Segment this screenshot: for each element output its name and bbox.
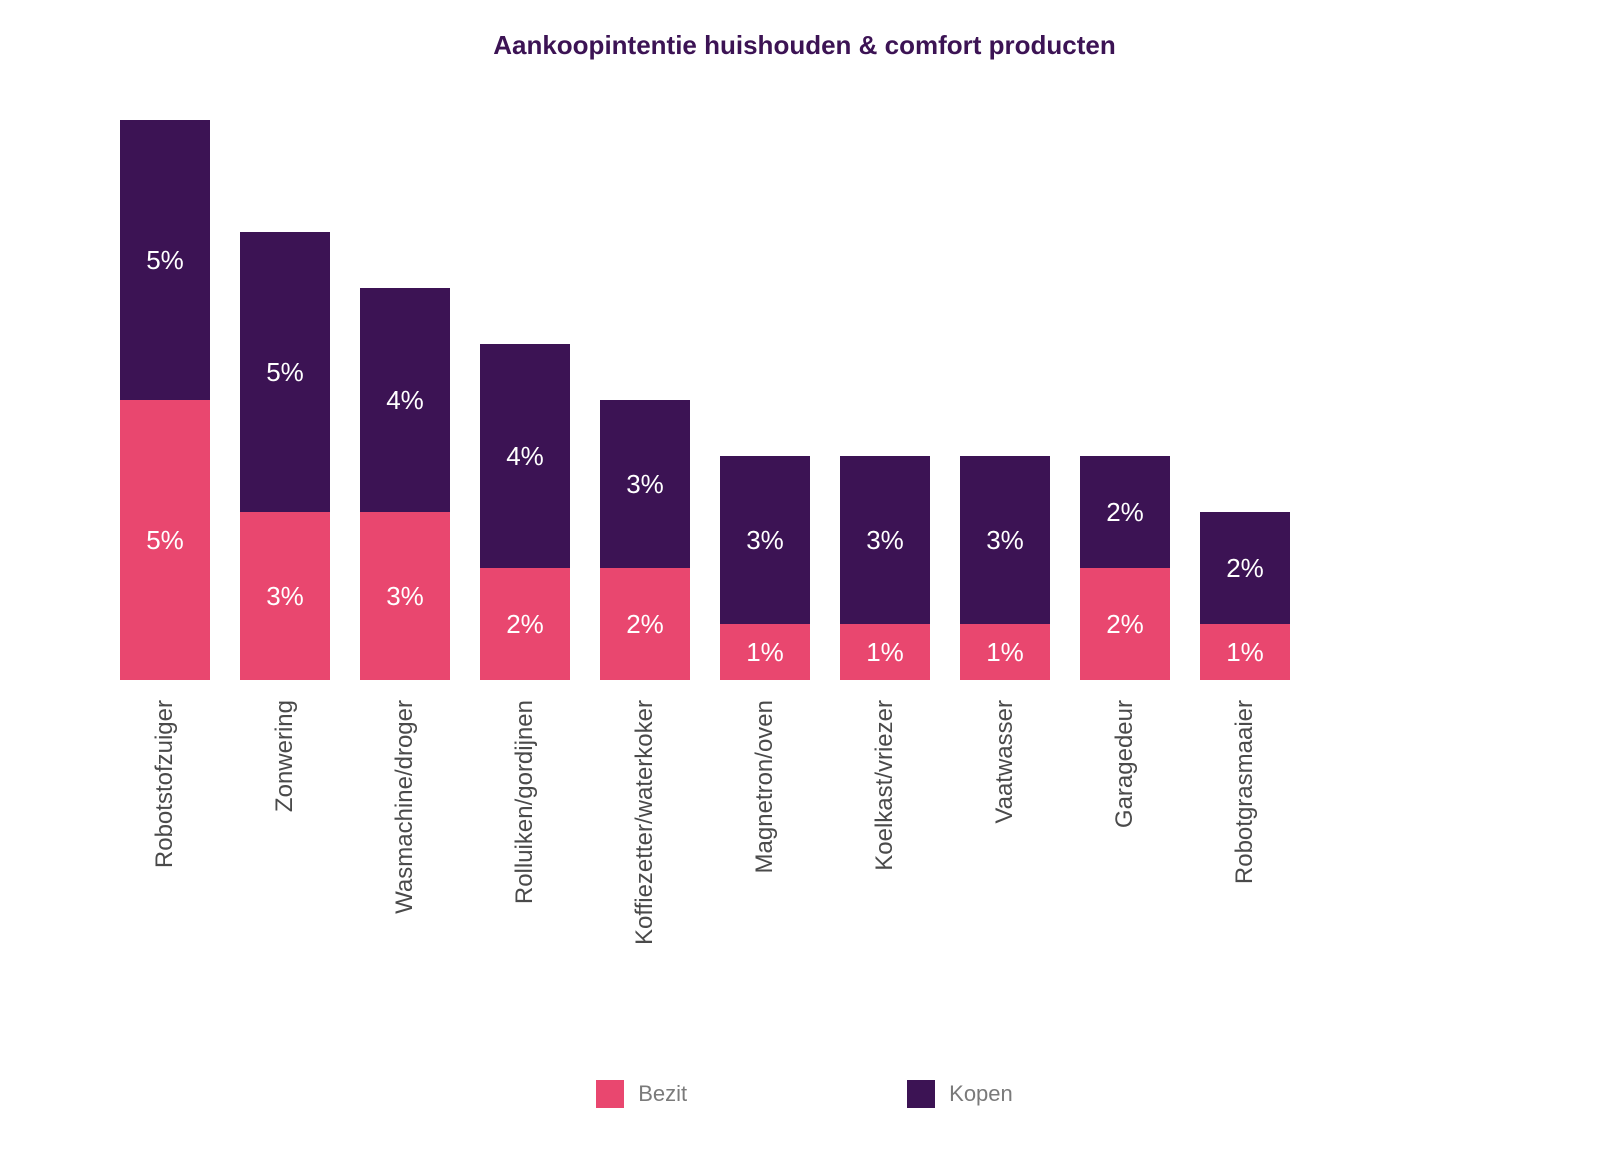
bar-segment-kopen: 3% — [960, 456, 1050, 624]
category-label-text: Garagedeur — [1111, 700, 1139, 828]
bar-segment-kopen: 3% — [600, 400, 690, 568]
bar-segment-kopen: 4% — [480, 344, 570, 568]
bar-segment-bezit: 2% — [1080, 568, 1170, 680]
bar-group: 3% 5% — [240, 232, 330, 680]
bar-group: 3% 4% — [360, 288, 450, 680]
legend-label: Kopen — [949, 1081, 1013, 1107]
bar-segment-bezit: 1% — [1200, 624, 1290, 680]
legend-swatch — [596, 1080, 624, 1108]
bar-value-label: 3% — [986, 525, 1024, 556]
bar-value-label: 3% — [746, 525, 784, 556]
category-label-text: Rolluiken/gordijnen — [511, 700, 539, 904]
legend-label: Bezit — [638, 1081, 687, 1107]
bar-group: 2% 4% — [480, 344, 570, 680]
category-label-text: Wasmachine/droger — [391, 700, 419, 914]
bar-value-label: 1% — [986, 637, 1024, 668]
bar-value-label: 2% — [1226, 553, 1264, 584]
category-label: Koelkast/vriezer — [840, 700, 930, 945]
category-label-text: Robotstofzuiger — [151, 700, 179, 868]
legend-item: Bezit — [596, 1080, 687, 1108]
bar-group: 2% 2% — [1080, 456, 1170, 680]
bar-segment-kopen: 4% — [360, 288, 450, 512]
bar-group-row: 5% 5% 3% 5% 3% 4% 2% 4% 2% 3% 1% 3% 1% 3% 1% 3% 2% 2% 1% 2% — [120, 120, 1320, 680]
bar-value-label: 4% — [386, 385, 424, 416]
bar-value-label: 2% — [1106, 609, 1144, 640]
bar-group: 1% 2% — [1200, 512, 1290, 680]
bar-segment-kopen: 2% — [1200, 512, 1290, 624]
bar-segment-bezit: 2% — [600, 568, 690, 680]
chart-container: Aankoopintentie huishouden & comfort pro… — [0, 0, 1609, 1175]
bar-value-label: 3% — [266, 581, 304, 612]
bar-group: 1% 3% — [840, 456, 930, 680]
bar-segment-kopen: 5% — [240, 232, 330, 512]
category-label: Zonwering — [240, 700, 330, 945]
category-label: Magnetron/oven — [720, 700, 810, 945]
bar-segment-kopen: 2% — [1080, 456, 1170, 568]
bar-value-label: 2% — [506, 609, 544, 640]
legend-item: Kopen — [907, 1080, 1013, 1108]
bar-segment-bezit: 5% — [120, 400, 210, 680]
bar-segment-kopen: 3% — [720, 456, 810, 624]
bar-segment-bezit: 3% — [360, 512, 450, 680]
bar-segment-kopen: 5% — [120, 120, 210, 400]
x-axis-labels: Robotstofzuiger Zonwering Wasmachine/droge… — [120, 700, 1320, 945]
bar-value-label: 1% — [746, 637, 784, 668]
category-label: Wasmachine/droger — [360, 700, 450, 945]
bar-value-label: 1% — [866, 637, 904, 668]
bar-value-label: 5% — [266, 357, 304, 388]
bar-group: 1% 3% — [960, 456, 1050, 680]
bar-value-label: 3% — [626, 469, 664, 500]
bar-segment-bezit: 1% — [840, 624, 930, 680]
bar-segment-bezit: 1% — [960, 624, 1050, 680]
bar-value-label: 3% — [386, 581, 424, 612]
chart-title: Aankoopintentie huishouden & comfort pro… — [0, 0, 1609, 61]
category-label-text: Magnetron/oven — [751, 700, 779, 873]
category-label: Garagedeur — [1080, 700, 1170, 945]
bar-value-label: 3% — [866, 525, 904, 556]
bar-value-label: 5% — [146, 525, 184, 556]
bar-value-label: 5% — [146, 245, 184, 276]
category-label: Koffiezetter/waterkoker — [600, 700, 690, 945]
bar-segment-bezit: 1% — [720, 624, 810, 680]
category-label: Robotgrasmaaier — [1200, 700, 1290, 945]
bar-value-label: 1% — [1226, 637, 1264, 668]
category-label-text: Koffiezetter/waterkoker — [631, 700, 659, 945]
category-label-text: Zonwering — [271, 700, 299, 812]
category-label: Vaatwasser — [960, 700, 1050, 945]
bar-group: 2% 3% — [600, 400, 690, 680]
legend-swatch — [907, 1080, 935, 1108]
plot-area: 5% 5% 3% 5% 3% 4% 2% 4% 2% 3% 1% 3% 1% 3% 1% 3% 2% 2% 1% 2% — [120, 120, 1320, 680]
bar-value-label: 2% — [626, 609, 664, 640]
bar-group: 1% 3% — [720, 456, 810, 680]
bar-segment-kopen: 3% — [840, 456, 930, 624]
category-label-text: Robotgrasmaaier — [1231, 700, 1259, 884]
category-label-text: Koelkast/vriezer — [871, 700, 899, 871]
category-label-text: Vaatwasser — [991, 700, 1019, 824]
bar-value-label: 4% — [506, 441, 544, 472]
category-label: Robotstofzuiger — [120, 700, 210, 945]
category-label: Rolluiken/gordijnen — [480, 700, 570, 945]
bar-group: 5% 5% — [120, 120, 210, 680]
legend: Bezit Kopen — [0, 1080, 1609, 1108]
bar-segment-bezit: 3% — [240, 512, 330, 680]
bar-segment-bezit: 2% — [480, 568, 570, 680]
bar-value-label: 2% — [1106, 497, 1144, 528]
